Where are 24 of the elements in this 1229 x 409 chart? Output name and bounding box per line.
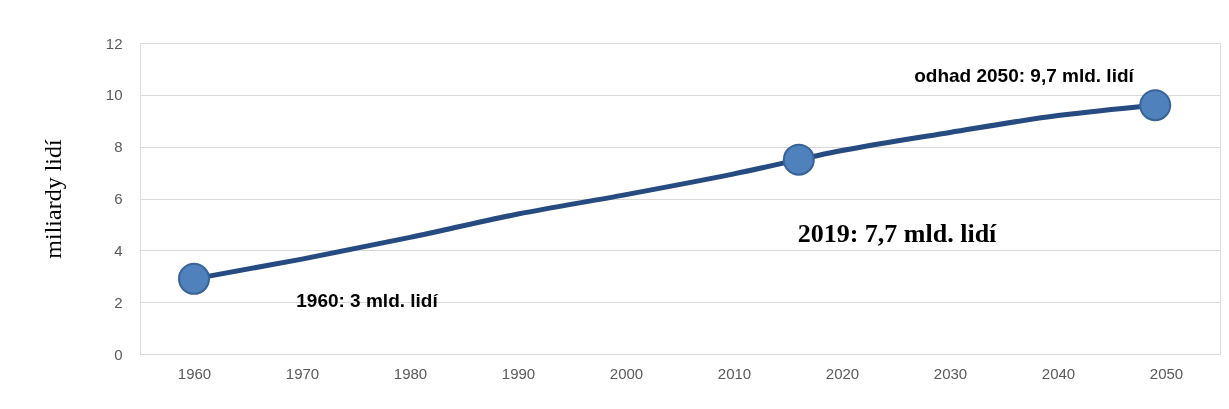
x-tick-label: 2030	[933, 364, 968, 382]
y-tick-label: 10	[105, 86, 123, 104]
y-axis-title: miliardy lidí	[39, 139, 66, 259]
point	[1139, 89, 1172, 122]
x-tick-label: 2050	[1149, 364, 1184, 382]
x-tick-label: 2000	[609, 364, 644, 382]
x-tick-label: 1970	[285, 364, 320, 382]
x-tick-label: 1980	[393, 364, 428, 382]
annotation: 2019: 7,7 mld. lidí	[797, 219, 998, 248]
y-tick-label: 4	[114, 241, 123, 259]
x-tick-label: 2040	[1041, 364, 1076, 382]
point	[782, 143, 815, 176]
x-tick-label: 2010	[717, 364, 752, 382]
annotation: 1960: 3 mld. lidí	[296, 290, 439, 311]
y-tick-label: 2	[114, 293, 123, 311]
y-tick-label: 12	[105, 34, 123, 52]
y-tick-label: 0	[114, 345, 123, 363]
annotation: odhad 2050: 9,7 mld. lidí	[914, 65, 1135, 86]
x-tick-label: 1990	[501, 364, 536, 382]
x-tick-label: 2020	[825, 364, 860, 382]
x-tick-label: 1960	[177, 364, 212, 382]
y-tick-label: 8	[114, 138, 123, 156]
point	[178, 262, 210, 295]
y-tick-label: 6	[114, 190, 123, 207]
